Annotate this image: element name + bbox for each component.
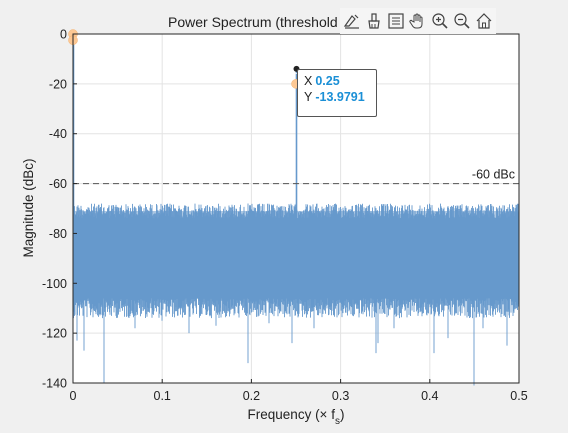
brush-icon[interactable] xyxy=(364,10,384,32)
threshold-line: -60 dBc xyxy=(73,168,519,185)
y-tick-label: -40 xyxy=(49,127,67,141)
x-tick-label: 0 xyxy=(70,389,77,403)
home-icon[interactable] xyxy=(474,10,494,32)
axis-ticks: 0 0.1 0.2 0.3 0.4 0.5 0 -20 -40 -60 -80 -100 -120 -14… xyxy=(42,28,528,404)
y-tick-label: 0 xyxy=(60,28,67,42)
zoom-out-icon[interactable] xyxy=(452,10,472,32)
y-tick-label: -60 xyxy=(49,177,67,191)
legend-icon[interactable] xyxy=(386,10,406,32)
datatip-y-value: -13.9791 xyxy=(315,90,365,104)
x-tick-label: 0.5 xyxy=(510,389,527,403)
pan-icon[interactable] xyxy=(408,10,428,32)
y-tick-label: -80 xyxy=(49,227,67,241)
datatip-point-ring xyxy=(291,63,302,74)
x-tick-label: 0.1 xyxy=(154,389,171,403)
y-tick-label: -140 xyxy=(42,377,67,391)
y-tick-label: -100 xyxy=(42,277,67,291)
zoom-in-icon[interactable] xyxy=(430,10,450,32)
x-tick-label: 0.4 xyxy=(421,389,438,403)
axes-toolbar xyxy=(340,8,496,34)
x-tick-label: 0.2 xyxy=(243,389,260,403)
x-tick-label: 0.3 xyxy=(332,389,349,403)
y-tick-label: -120 xyxy=(42,327,67,341)
axes-box xyxy=(72,33,520,384)
x-axis-label: Frequency (× fs) xyxy=(248,407,345,427)
chart-title: Power Spectrum (threshold = -( xyxy=(168,14,363,30)
threshold-label: -60 dBc xyxy=(472,168,515,182)
data-tips-icon[interactable] xyxy=(342,10,362,32)
datatip[interactable]: X 0.25 Y -13.9791 xyxy=(297,69,377,117)
y-tick-label: -20 xyxy=(49,77,67,91)
datatip-y-label: Y xyxy=(304,90,313,104)
spectrum-series xyxy=(72,34,520,386)
datatip-x-label: X xyxy=(304,74,313,88)
y-axis-label: Magnitude (dBc) xyxy=(21,158,36,257)
datatip-x-value: 0.25 xyxy=(315,74,340,88)
